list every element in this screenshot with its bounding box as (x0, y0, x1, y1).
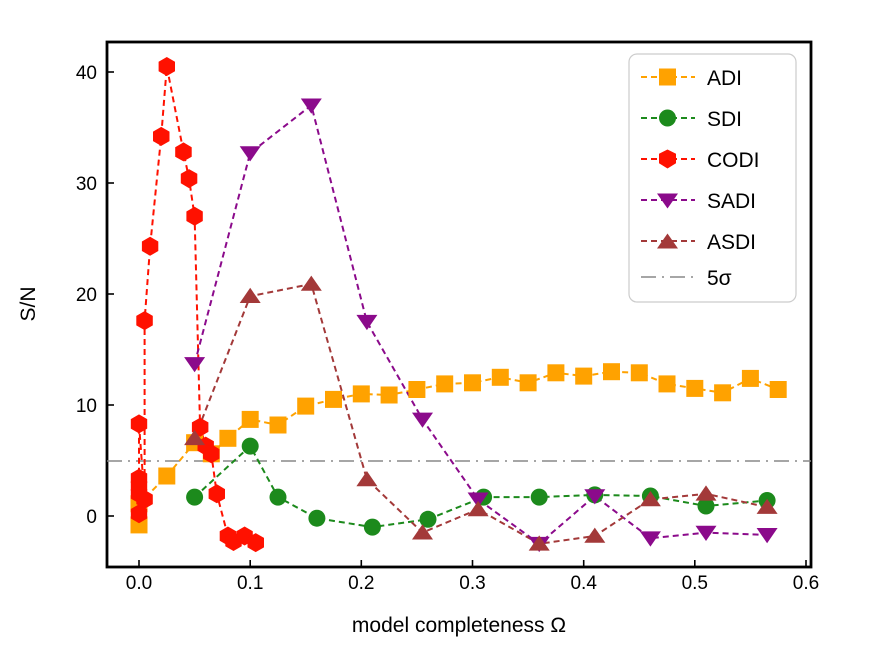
svg-text:10: 10 (76, 396, 97, 417)
svg-text:0.6: 0.6 (793, 573, 819, 594)
svg-text:30: 30 (76, 174, 97, 195)
svg-text:0.1: 0.1 (237, 573, 263, 594)
svg-text:S/N: S/N (17, 286, 40, 321)
svg-text:20: 20 (76, 285, 97, 306)
svg-text:0.2: 0.2 (348, 573, 374, 594)
svg-text:0.3: 0.3 (459, 573, 485, 594)
svg-text:0.5: 0.5 (682, 573, 708, 594)
svg-text:0.0: 0.0 (126, 573, 152, 594)
svg-text:CODI: CODI (707, 149, 760, 172)
svg-text:model completeness Ω: model completeness Ω (352, 614, 566, 637)
svg-text:SDI: SDI (707, 108, 742, 131)
svg-text:ADI: ADI (707, 67, 742, 90)
svg-text:5σ: 5σ (707, 267, 732, 290)
svg-text:40: 40 (76, 63, 97, 84)
svg-text:0: 0 (86, 507, 97, 528)
svg-text:ASDI: ASDI (707, 231, 756, 254)
svg-text:SADI: SADI (707, 190, 756, 213)
svg-text:0.4: 0.4 (570, 573, 597, 594)
